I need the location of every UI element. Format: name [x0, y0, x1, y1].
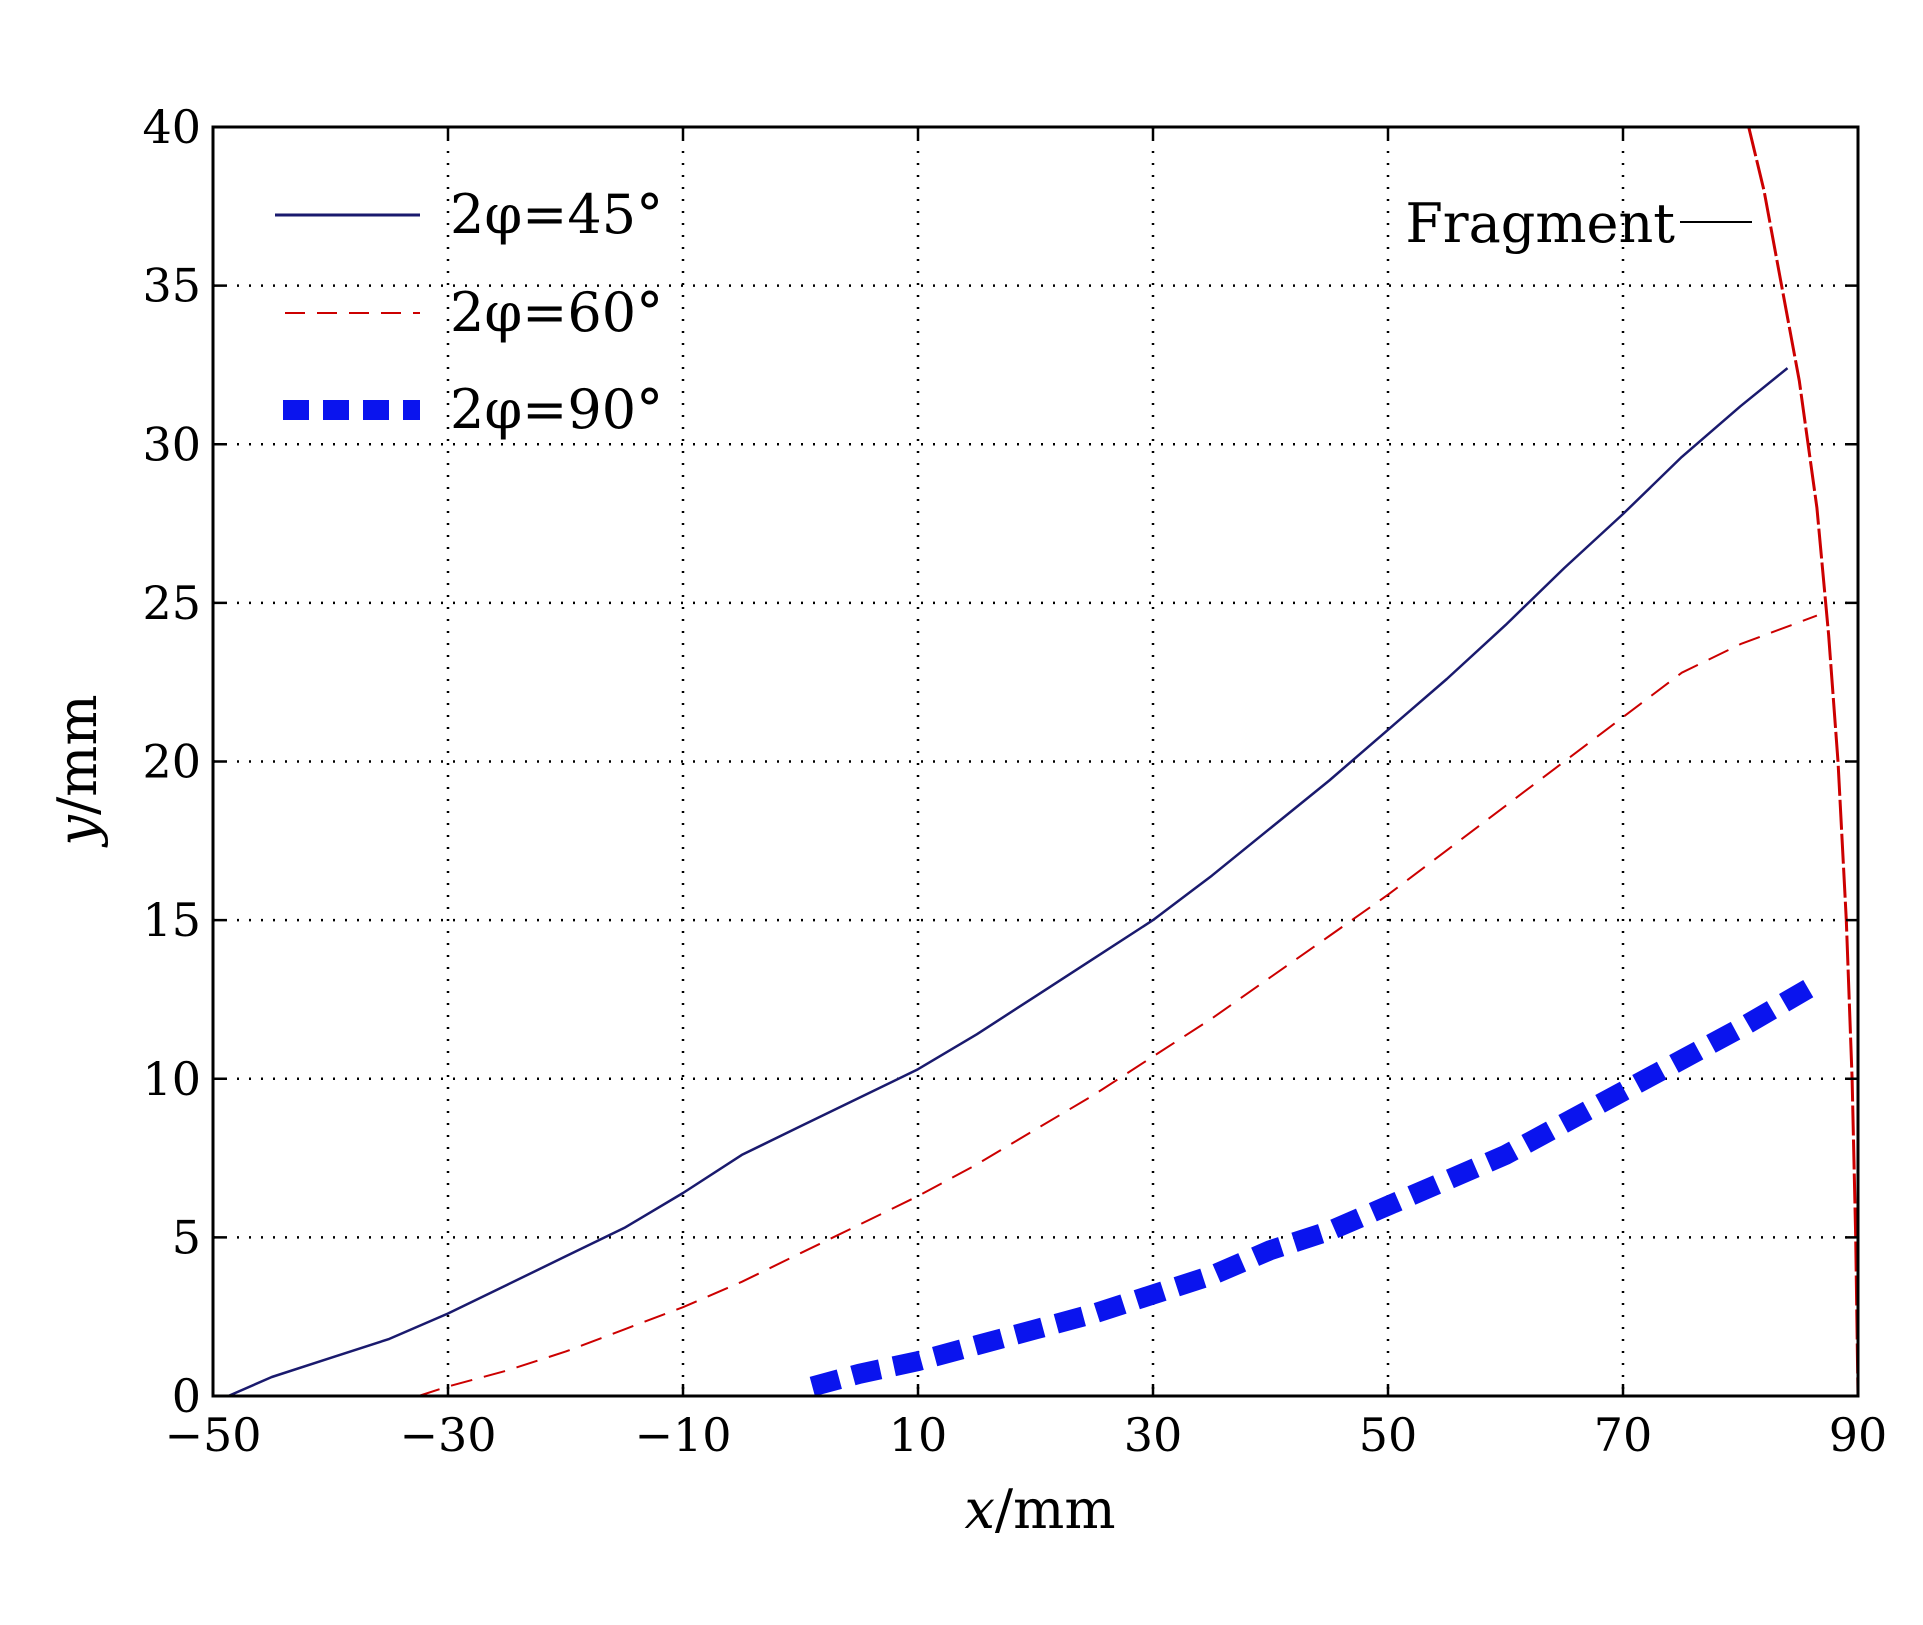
x-axis-label-unit: /mm	[995, 1478, 1116, 1541]
x-tick-label: 30	[1124, 1408, 1183, 1462]
y-tick-label: 15	[142, 893, 201, 947]
x-tick-label: 70	[1594, 1408, 1653, 1462]
legend-label-60: 2φ=60°	[450, 281, 663, 344]
x-tick-label: 10	[889, 1408, 948, 1462]
x-axis-label-var: x	[964, 1478, 994, 1541]
x-tick-label: −30	[399, 1408, 496, 1462]
y-axis-label: y/mm	[46, 694, 109, 847]
x-axis-label: x/mm	[964, 1478, 1115, 1541]
y-tick-label: 30	[142, 417, 201, 471]
legend: 2φ=45° 2φ=60° 2φ=90°	[275, 183, 663, 441]
series-line-3	[1747, 126, 1860, 1397]
y-tick-label: 20	[142, 735, 201, 789]
legend-label-90: 2φ=90°	[450, 378, 663, 441]
y-tick-label: 35	[142, 259, 201, 313]
grid	[213, 127, 1858, 1396]
fragment-annotation-label: Fragment	[1405, 192, 1675, 255]
fragment-annotation: Fragment	[1405, 192, 1752, 255]
y-tick-label: 40	[142, 100, 201, 154]
series-line-0	[227, 367, 1789, 1398]
y-tick-label: 0	[172, 1369, 201, 1423]
x-tick-label: 50	[1359, 1408, 1418, 1462]
series-line-1	[418, 614, 1818, 1397]
x-tick-label: 90	[1829, 1408, 1888, 1462]
tick-labels: −50 −30 −10 10 30 50 70 90 0 5 10 15 20 25 30 35 40	[142, 100, 1887, 1462]
y-tick-label: 10	[142, 1052, 201, 1106]
series-layer	[227, 126, 1860, 1398]
x-tick-label: −50	[164, 1408, 261, 1462]
y-axis-label-var: y	[46, 814, 109, 848]
ticks	[211, 125, 1860, 1398]
legend-label-45: 2φ=45°	[450, 183, 663, 246]
x-tick-label: −10	[634, 1408, 731, 1462]
y-axis-label-unit: /mm	[46, 694, 109, 815]
y-tick-label: 5	[172, 1210, 201, 1264]
y-tick-label: 25	[142, 576, 201, 630]
series-line-2	[809, 974, 1822, 1397]
